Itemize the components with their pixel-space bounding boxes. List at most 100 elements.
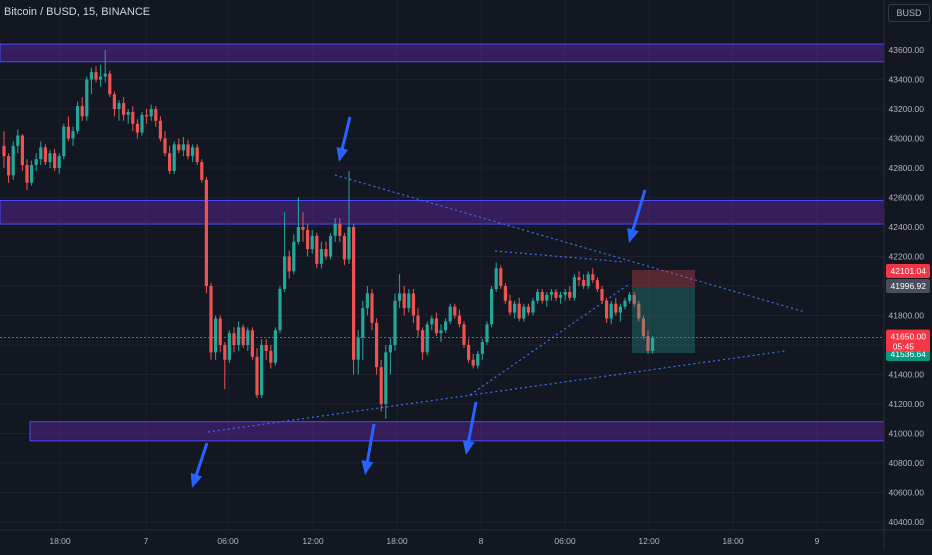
candle-body — [283, 256, 287, 289]
candle-body — [172, 144, 176, 171]
y-tick-label: 42600.00 — [889, 193, 925, 203]
candle-body — [329, 235, 333, 257]
candle-body — [591, 274, 595, 281]
candle-body — [273, 330, 277, 363]
candle-body — [2, 145, 6, 157]
candle-body — [628, 294, 632, 301]
candle-body — [651, 337, 655, 351]
candle-body — [434, 318, 438, 334]
target-zone — [632, 287, 695, 353]
y-tick-label: 40800.00 — [889, 458, 925, 468]
candle-body — [62, 126, 66, 157]
price-tag-text-high_label: 42101.04 — [891, 266, 927, 276]
candle-body — [200, 162, 204, 180]
candle-body — [301, 227, 305, 230]
candle-body — [218, 318, 222, 345]
trendline — [494, 250, 626, 263]
candle-body — [398, 293, 402, 301]
candle-body — [545, 294, 549, 301]
candle-body — [315, 235, 319, 264]
candle-body — [71, 131, 75, 139]
candle-body — [448, 306, 452, 322]
candle-body — [439, 330, 443, 334]
zone-band — [0, 43, 885, 63]
candle-body — [540, 291, 544, 301]
candle-body — [48, 153, 52, 163]
trendline — [469, 284, 629, 396]
candle-body — [416, 315, 420, 331]
candle-body — [379, 367, 383, 404]
candle-body — [310, 235, 314, 250]
candle-body — [499, 268, 503, 286]
candle-body — [388, 345, 392, 353]
candle-body — [246, 330, 250, 345]
price-tag-mid_label — [886, 279, 930, 293]
candle-body — [586, 274, 590, 286]
x-tick-label: 06:00 — [554, 536, 576, 546]
candle-body — [168, 153, 172, 171]
x-tick-label: 06:00 — [217, 536, 239, 546]
arrow-icon — [190, 442, 209, 488]
candle-body — [513, 303, 517, 313]
candle-body — [480, 342, 484, 354]
candle-body — [623, 300, 627, 307]
candle-body — [614, 303, 618, 313]
candle-body — [361, 308, 365, 338]
candle-body — [99, 76, 103, 80]
candle-body — [508, 300, 512, 313]
trendline — [207, 350, 786, 433]
candle-body — [347, 227, 351, 260]
arrows — [190, 116, 647, 488]
candle-body — [94, 72, 98, 80]
candle-body — [517, 303, 521, 319]
currency-badge[interactable]: BUSD — [888, 4, 930, 22]
last-price-tag — [886, 329, 930, 352]
x-tick-label: 12:00 — [302, 536, 324, 546]
arrow-icon — [336, 116, 352, 162]
candle-body — [490, 288, 494, 325]
candle-body — [16, 135, 20, 146]
candle-body — [375, 322, 379, 368]
y-tick-label: 40600.00 — [889, 488, 925, 498]
candle-body — [425, 324, 429, 353]
candles — [2, 50, 655, 419]
candle-body — [471, 359, 475, 366]
arrow-icon — [462, 401, 478, 455]
candle-body — [324, 249, 328, 257]
candle-body — [117, 103, 121, 109]
candle-body — [264, 345, 268, 351]
price-tag-text-low_label: 41536.64 — [891, 349, 927, 359]
candle-body — [53, 153, 57, 168]
arrow-icon — [361, 423, 376, 475]
candle-body — [605, 300, 609, 319]
candle-body — [526, 306, 530, 313]
candle-body — [609, 303, 613, 319]
candle-body — [476, 353, 480, 366]
candle-body — [572, 277, 576, 298]
candle-body — [600, 288, 604, 301]
candle-body — [209, 286, 213, 353]
candle-body — [494, 268, 498, 289]
candle-body — [57, 156, 61, 168]
candle-body — [135, 123, 139, 133]
candle-body — [292, 241, 296, 272]
y-tick-label: 41200.00 — [889, 399, 925, 409]
candle-body — [641, 318, 645, 337]
candle-body — [163, 138, 167, 154]
candle-body — [531, 300, 535, 313]
candle-body — [467, 345, 471, 360]
candle-body — [227, 333, 231, 360]
candle-body — [287, 256, 291, 272]
candle-body — [402, 293, 406, 309]
candle-body — [278, 288, 282, 331]
candle-body — [485, 324, 489, 343]
price-tag-high_label — [886, 264, 930, 278]
candle-body — [384, 352, 388, 404]
candle-body — [255, 356, 259, 396]
x-tick-label: 7 — [144, 536, 149, 546]
candle-body — [554, 291, 558, 298]
candle-body — [85, 79, 89, 117]
